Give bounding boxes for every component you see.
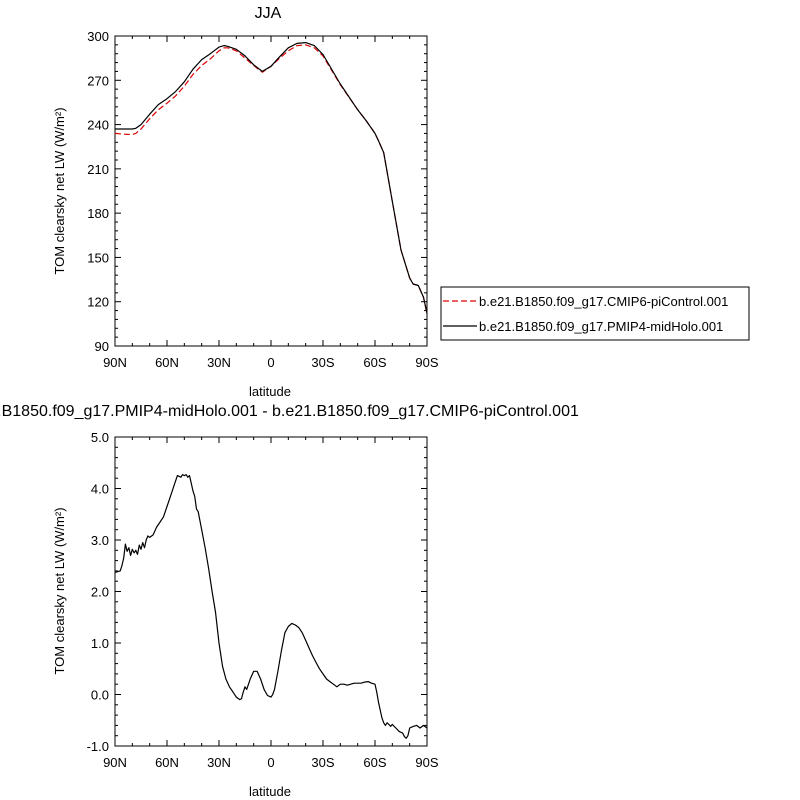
bottom-chart-xlabel: latitude xyxy=(249,784,291,799)
plot-frame xyxy=(114,436,428,747)
y-tick-label: 300 xyxy=(87,29,109,44)
top-chart-title: JJA xyxy=(255,5,282,22)
x-tick-label: 30S xyxy=(311,755,334,770)
legend-label-midholo: b.e21.B1850.f09_g17.PMIP4-midHolo.001 xyxy=(479,319,723,334)
y-tick-label: 270 xyxy=(87,73,109,88)
legend: b.e21.B1850.f09_g17.CMIP6-piControl.001 … xyxy=(440,286,750,341)
y-tick-label: 210 xyxy=(87,162,109,177)
legend-label-picontrol: b.e21.B1850.f09_g17.CMIP6-piControl.001 xyxy=(479,294,728,309)
y-tick-label: 4.0 xyxy=(91,482,109,497)
x-tick-label: 30N xyxy=(207,355,231,370)
y-tick-label: 240 xyxy=(87,118,109,133)
y-tick-label: 1.0 xyxy=(91,636,109,651)
y-tick-label: 5.0 xyxy=(91,430,109,445)
series-line-0-0 xyxy=(114,44,428,314)
y-tick-label: 120 xyxy=(87,295,109,310)
x-tick-label: 0 xyxy=(267,755,274,770)
x-tick-label: 90S xyxy=(415,355,438,370)
x-tick-label: 60N xyxy=(155,755,179,770)
top-chart-ylabel: TOM clearsky net LW (W/m²) xyxy=(52,107,67,274)
x-tick-label: 60N xyxy=(155,355,179,370)
top-chart-xlabel: latitude xyxy=(249,384,291,399)
y-tick-label: 180 xyxy=(87,206,109,221)
y-tick-label: 0.0 xyxy=(91,688,109,703)
y-tick-label: -1.0 xyxy=(87,739,109,754)
legend-box xyxy=(440,286,750,341)
plot-frame xyxy=(114,35,428,347)
x-tick-label: 60S xyxy=(363,755,386,770)
x-tick-label: 30S xyxy=(311,355,334,370)
plot-1: 90N 60N 30N 0 30S 60S 90S -1.0 0.0 1.0 2.0 3.0 4.0 5.… xyxy=(87,430,439,770)
y-tick-label: 3.0 xyxy=(91,533,109,548)
bottom-chart-title: b.e21.B1850.f09_g17.PMIP4-midHolo.001 - … xyxy=(0,403,579,420)
y-tick-label: 2.0 xyxy=(91,585,109,600)
x-tick-label: 90N xyxy=(103,355,127,370)
bottom-chart-ylabel: TOM clearsky net LW (W/m²) xyxy=(52,507,67,674)
y-tick-label: 150 xyxy=(87,250,109,265)
x-tick-label: 90N xyxy=(103,755,127,770)
x-tick-label: 90S xyxy=(415,755,438,770)
y-tick-label: 90 xyxy=(95,339,109,354)
x-tick-label: 0 xyxy=(267,355,274,370)
x-tick-label: 30N xyxy=(207,755,231,770)
series-line-1-0 xyxy=(114,474,428,739)
plot-0: 90N 60N 30N 0 30S 60S 90S 90 120 150 180 210 240 270 3… xyxy=(87,29,439,370)
x-tick-label: 60S xyxy=(363,355,386,370)
series-line-0-1 xyxy=(115,41,428,314)
